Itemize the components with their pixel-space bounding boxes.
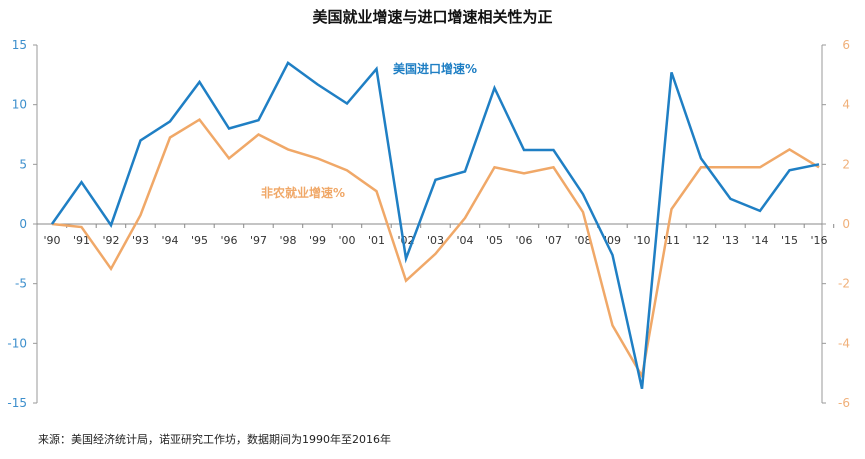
x-tick-label: '94 xyxy=(161,234,178,247)
right-tick-label: -2 xyxy=(838,277,850,291)
chart-title: 美国就业增速与进口增速相关性为正 xyxy=(312,8,553,26)
series-label-imports: 美国进口增速% xyxy=(393,61,477,76)
left-tick-label: 10 xyxy=(12,98,27,112)
x-tick-label: '10 xyxy=(633,234,650,247)
left-tick-label: -5 xyxy=(15,277,27,291)
x-tick-label: '96 xyxy=(220,234,237,247)
x-tick-label: '15 xyxy=(781,234,798,247)
x-tick-label: '90 xyxy=(43,234,60,247)
x-tick-label: '99 xyxy=(309,234,326,247)
x-tick-label: '13 xyxy=(722,234,739,247)
left-tick-label: 15 xyxy=(12,38,27,52)
right-tick-label: -6 xyxy=(838,396,850,410)
x-tick-label: '03 xyxy=(427,234,444,247)
x-tick-label: '91 xyxy=(73,234,90,247)
series-line-imports xyxy=(50,61,820,389)
x-tick-label: '01 xyxy=(368,234,385,247)
x-tick-label: '06 xyxy=(515,234,532,247)
right-tick-label: 6 xyxy=(842,38,850,52)
right-tick-label: -4 xyxy=(838,336,850,350)
x-tick-label: '08 xyxy=(574,234,591,247)
x-tick-label: '95 xyxy=(191,234,208,247)
right-tick-label: 0 xyxy=(842,217,850,231)
left-tick-label: -10 xyxy=(7,336,27,350)
x-tick-label: '07 xyxy=(545,234,562,247)
left-tick-label: 0 xyxy=(19,217,27,231)
x-tick-label: '05 xyxy=(486,234,503,247)
x-tick-label: '16 xyxy=(810,234,827,247)
left-tick-label: -15 xyxy=(7,396,27,410)
x-tick-label: '14 xyxy=(751,234,768,247)
source-note: 来源：美国经济统计局，诺亚研究工作坊，数据期间为1990年至2016年 xyxy=(38,433,391,446)
left-tick-label: 5 xyxy=(19,157,27,171)
x-tick-label: '93 xyxy=(132,234,149,247)
series-label-payrolls: 非农就业增速% xyxy=(261,185,345,200)
x-tick-label: '98 xyxy=(279,234,296,247)
x-tick-label: '00 xyxy=(338,234,355,247)
x-tick-label: '04 xyxy=(456,234,473,247)
right-tick-label: 4 xyxy=(842,98,850,112)
right-tick-label: 2 xyxy=(842,157,850,171)
x-tick-label: '97 xyxy=(250,234,267,247)
x-tick-label: '12 xyxy=(692,234,709,247)
x-tick-label: '92 xyxy=(102,234,119,247)
series-line-payrolls xyxy=(51,117,820,380)
